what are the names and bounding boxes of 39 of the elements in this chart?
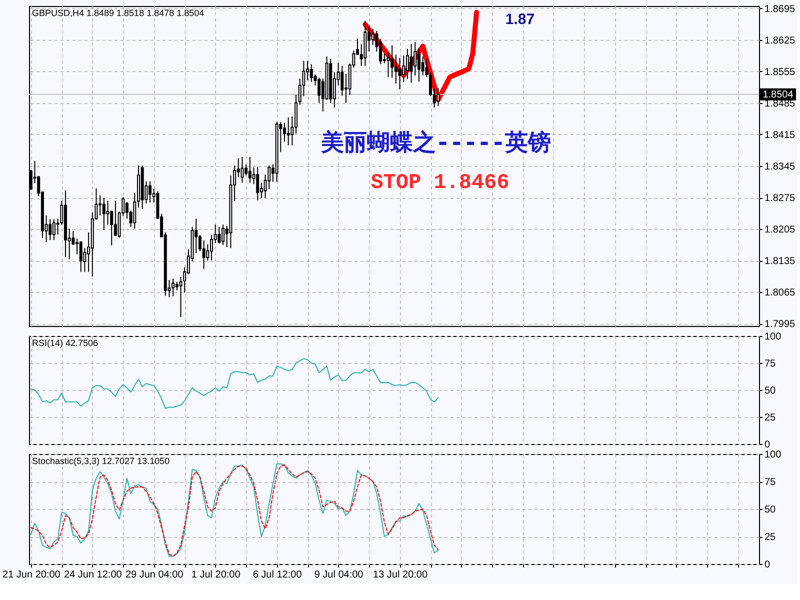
candlestick [133, 192, 136, 230]
candlestick [218, 226, 221, 244]
candlestick [98, 194, 102, 216]
x-tick-label: 1 Jul 20:00 [191, 570, 241, 580]
candlestick [106, 200, 110, 226]
y-tick-label: 25 [764, 532, 776, 543]
candlestick [172, 278, 175, 297]
chart-title: Stochastic(5,3,3) 12.7027 13.1050 [32, 456, 170, 466]
candlestick [114, 200, 117, 236]
y-tick-label: 0 [764, 440, 770, 450]
y-tick-label: 1.8065 [764, 288, 796, 299]
y-tick-label: 1.8275 [764, 193, 796, 204]
y-tick-label: 75 [764, 477, 776, 488]
y-tick-label: 25 [764, 412, 776, 424]
chart-title: RSI(14) 42.7506 [32, 338, 98, 348]
y-tick-label: 50 [764, 504, 776, 516]
y-tick-label: 100 [764, 332, 782, 342]
candlestick [125, 202, 128, 220]
candlestick [202, 240, 206, 270]
candlestick [48, 218, 52, 240]
y-tick-label: 1.8205 [764, 224, 796, 236]
candlestick [222, 224, 225, 246]
y-tick-label: 100 [764, 450, 782, 460]
y-tick-label: 1.8135 [764, 256, 796, 268]
x-tick-label: 9 Jul 04:00 [314, 570, 364, 580]
y-tick-label: 1.7995 [764, 319, 796, 330]
x-tick-label: 6 Jul 12:00 [252, 570, 302, 580]
line-series [30, 358, 439, 409]
candlestick [52, 218, 56, 240]
y-tick-label: 75 [764, 358, 776, 370]
candlestick [210, 234, 213, 261]
y-tick-label: 50 [764, 386, 776, 396]
y-tick-label: 0 [764, 560, 770, 570]
x-tick-label: 29 Jun 04:00 [125, 570, 184, 580]
x-tick-label: 24 Jun 12:00 [64, 570, 122, 580]
candlestick [79, 240, 82, 272]
x-tick-label: 21 Jun 20:00 [2, 570, 61, 580]
x-tick-label: 13 Jul 20:00 [373, 570, 428, 580]
candlestick [102, 198, 106, 230]
